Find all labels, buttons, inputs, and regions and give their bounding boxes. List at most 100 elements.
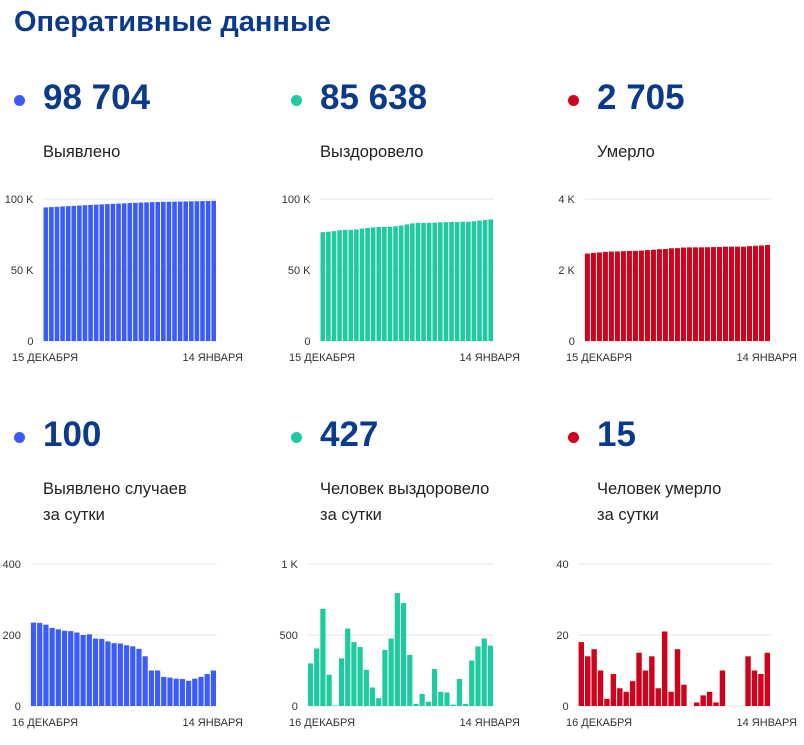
bar[interactable] <box>360 229 365 341</box>
bar[interactable] <box>482 639 487 706</box>
bar[interactable] <box>663 249 668 341</box>
bar[interactable] <box>483 220 488 341</box>
bar[interactable] <box>382 650 387 706</box>
bar[interactable] <box>37 623 42 706</box>
bar[interactable] <box>591 649 596 706</box>
bar[interactable] <box>477 221 482 341</box>
bar[interactable] <box>668 692 673 706</box>
bar[interactable] <box>451 705 456 706</box>
bar[interactable] <box>579 642 584 706</box>
bar[interactable] <box>105 204 110 341</box>
bar[interactable] <box>475 646 480 706</box>
bar[interactable] <box>488 219 493 341</box>
bar[interactable] <box>66 206 71 341</box>
bar[interactable] <box>180 679 185 706</box>
bar[interactable] <box>416 223 421 341</box>
bar[interactable] <box>741 247 746 341</box>
bar[interactable] <box>700 695 705 706</box>
bar[interactable] <box>745 656 750 706</box>
bar[interactable] <box>139 203 144 341</box>
bar[interactable] <box>591 253 596 341</box>
bar[interactable] <box>358 647 363 706</box>
bar[interactable] <box>167 202 172 341</box>
bar[interactable] <box>365 228 370 341</box>
bar[interactable] <box>77 206 82 341</box>
bar[interactable] <box>308 663 313 706</box>
bar[interactable] <box>699 247 704 341</box>
bar[interactable] <box>60 206 65 341</box>
bar[interactable] <box>83 205 88 341</box>
bar[interactable] <box>206 201 211 341</box>
bar[interactable] <box>597 252 602 341</box>
bar[interactable] <box>466 222 471 341</box>
bar[interactable] <box>55 207 60 341</box>
bar[interactable] <box>705 247 710 341</box>
bar[interactable] <box>200 201 205 341</box>
bar[interactable] <box>711 247 716 341</box>
bar[interactable] <box>735 247 740 341</box>
bar[interactable] <box>371 227 376 341</box>
bar[interactable] <box>455 222 460 341</box>
bar[interactable] <box>144 202 149 341</box>
bar[interactable] <box>149 671 154 707</box>
bar[interactable] <box>585 254 590 341</box>
bar[interactable] <box>192 679 197 706</box>
bar[interactable] <box>420 694 425 706</box>
bar[interactable] <box>389 639 394 706</box>
bar[interactable] <box>189 201 194 341</box>
bar[interactable] <box>211 671 216 707</box>
bar[interactable] <box>183 201 188 341</box>
bar[interactable] <box>621 251 626 341</box>
bar[interactable] <box>639 251 644 341</box>
bar[interactable] <box>693 247 698 341</box>
bar[interactable] <box>759 246 764 341</box>
bar[interactable] <box>99 204 104 341</box>
bar[interactable] <box>186 681 191 706</box>
bar[interactable] <box>211 201 216 341</box>
bar[interactable] <box>463 704 468 706</box>
bar[interactable] <box>87 634 92 706</box>
bar[interactable] <box>195 201 200 341</box>
bar[interactable] <box>623 692 628 706</box>
bar[interactable] <box>438 222 443 341</box>
bar[interactable] <box>56 629 61 706</box>
bar[interactable] <box>765 245 770 341</box>
bar[interactable] <box>472 221 477 341</box>
bar[interactable] <box>130 646 135 706</box>
bar[interactable] <box>143 656 148 706</box>
bar[interactable] <box>427 223 432 341</box>
bar[interactable] <box>161 202 166 341</box>
bar[interactable] <box>651 250 656 341</box>
bar[interactable] <box>314 648 319 706</box>
bar[interactable] <box>161 677 166 706</box>
bar[interactable] <box>337 230 342 341</box>
bar[interactable] <box>376 698 381 706</box>
bar[interactable] <box>669 248 674 341</box>
bar[interactable] <box>136 649 141 706</box>
bar[interactable] <box>118 644 123 706</box>
bar[interactable] <box>99 639 104 706</box>
bar[interactable] <box>111 204 116 341</box>
bar[interactable] <box>617 688 622 706</box>
bar[interactable] <box>488 646 493 706</box>
bar[interactable] <box>457 679 462 706</box>
bar[interactable] <box>321 232 326 341</box>
bar[interactable] <box>444 693 449 706</box>
bar[interactable] <box>681 685 686 706</box>
bar[interactable] <box>753 246 758 341</box>
bar[interactable] <box>657 249 662 341</box>
bar[interactable] <box>687 247 692 341</box>
bar[interactable] <box>167 678 172 706</box>
bar[interactable] <box>49 207 54 341</box>
bar[interactable] <box>723 247 728 341</box>
bar[interactable] <box>649 656 654 706</box>
bar[interactable] <box>155 671 160 707</box>
bar[interactable] <box>155 202 160 341</box>
bar[interactable] <box>326 232 331 341</box>
bar[interactable] <box>717 247 722 341</box>
bar[interactable] <box>133 203 138 341</box>
bar[interactable] <box>205 674 210 706</box>
bar[interactable] <box>31 623 36 706</box>
bar[interactable] <box>681 248 686 341</box>
bar[interactable] <box>444 222 449 341</box>
